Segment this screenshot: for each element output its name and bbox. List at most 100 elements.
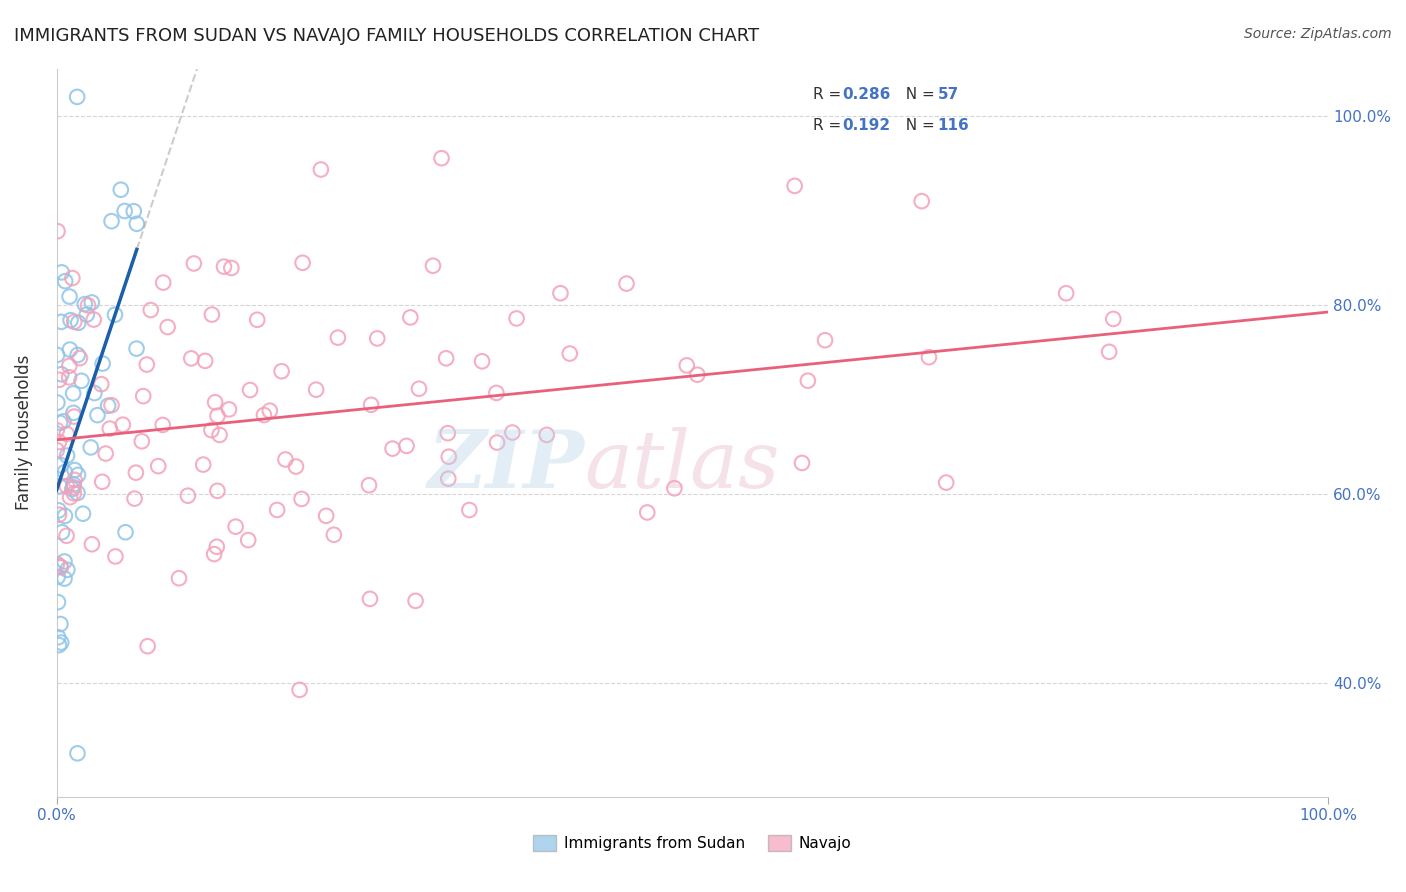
Point bbox=[180, 351, 202, 366]
Point bbox=[437, 472, 460, 486]
Point bbox=[62, 480, 84, 494]
Point bbox=[80, 295, 103, 310]
Text: 116: 116 bbox=[938, 118, 970, 133]
Point bbox=[58, 290, 80, 304]
Point bbox=[686, 368, 709, 382]
Point bbox=[62, 386, 84, 401]
Point bbox=[125, 466, 148, 480]
Text: IMMIGRANTS FROM SUDAN VS NAVAJO FAMILY HOUSEHOLDS CORRELATION CHART: IMMIGRANTS FROM SUDAN VS NAVAJO FAMILY H… bbox=[14, 27, 759, 45]
Point bbox=[63, 486, 86, 500]
Point bbox=[797, 374, 820, 388]
Point bbox=[225, 519, 247, 533]
Point bbox=[46, 595, 69, 609]
Point bbox=[205, 540, 228, 554]
Point bbox=[111, 417, 134, 432]
Text: atlas: atlas bbox=[585, 426, 780, 504]
Point bbox=[91, 475, 114, 489]
Point bbox=[434, 351, 457, 366]
Point bbox=[49, 559, 72, 574]
Point bbox=[97, 399, 120, 413]
Point bbox=[359, 591, 381, 606]
Point bbox=[51, 635, 73, 649]
Point bbox=[66, 486, 89, 500]
Point bbox=[49, 458, 72, 473]
Point bbox=[53, 465, 76, 479]
Point bbox=[259, 403, 281, 417]
Point bbox=[80, 441, 103, 455]
Y-axis label: Family Households: Family Households bbox=[15, 355, 32, 510]
Point bbox=[395, 439, 418, 453]
Point bbox=[177, 489, 200, 503]
Point bbox=[814, 333, 837, 347]
Point bbox=[67, 316, 90, 330]
Point bbox=[46, 395, 69, 409]
Point bbox=[381, 442, 404, 456]
Point bbox=[360, 398, 382, 412]
Point bbox=[60, 482, 83, 496]
Point bbox=[53, 554, 76, 568]
Point bbox=[122, 204, 145, 219]
Point bbox=[399, 310, 422, 325]
Point bbox=[270, 364, 292, 378]
Point bbox=[636, 505, 658, 519]
Point bbox=[48, 435, 70, 450]
Point bbox=[221, 260, 243, 275]
Point bbox=[125, 217, 148, 231]
Point bbox=[83, 312, 105, 326]
Point bbox=[305, 383, 328, 397]
Point bbox=[56, 479, 79, 493]
Point bbox=[505, 311, 527, 326]
Point bbox=[266, 503, 288, 517]
Point bbox=[285, 459, 308, 474]
Point bbox=[1054, 286, 1077, 301]
Point bbox=[59, 490, 82, 504]
Point bbox=[288, 682, 311, 697]
Point bbox=[131, 434, 153, 449]
Point bbox=[246, 312, 269, 326]
Point bbox=[53, 274, 76, 288]
Point bbox=[45, 443, 67, 458]
Point bbox=[136, 639, 159, 653]
Point bbox=[253, 408, 276, 422]
Point bbox=[436, 426, 458, 441]
Point bbox=[51, 265, 73, 279]
Point bbox=[76, 308, 98, 322]
Point bbox=[114, 525, 136, 540]
Point bbox=[46, 348, 69, 362]
Point bbox=[1098, 344, 1121, 359]
Point bbox=[156, 320, 179, 334]
Point bbox=[167, 571, 190, 585]
Point bbox=[200, 423, 222, 437]
Point bbox=[366, 331, 388, 345]
Point bbox=[536, 428, 558, 442]
Point bbox=[408, 382, 430, 396]
Point bbox=[675, 359, 697, 373]
Text: R =: R = bbox=[813, 87, 846, 102]
Point bbox=[45, 423, 67, 437]
Point bbox=[53, 572, 76, 586]
Point bbox=[309, 162, 332, 177]
Point bbox=[135, 358, 157, 372]
Text: R =: R = bbox=[813, 118, 846, 133]
Point bbox=[49, 416, 72, 430]
Point bbox=[51, 315, 73, 329]
Point bbox=[62, 477, 84, 491]
Point bbox=[1102, 312, 1125, 326]
Point bbox=[458, 503, 481, 517]
Point bbox=[56, 449, 79, 463]
Point bbox=[124, 491, 146, 506]
Point bbox=[218, 402, 240, 417]
Point bbox=[212, 260, 235, 274]
Point bbox=[100, 398, 122, 412]
Point bbox=[422, 259, 444, 273]
Point bbox=[918, 350, 941, 364]
Point bbox=[274, 452, 297, 467]
Point bbox=[183, 256, 205, 270]
Point bbox=[51, 368, 73, 382]
Point bbox=[501, 425, 523, 440]
Point bbox=[207, 409, 229, 423]
Point bbox=[83, 386, 105, 401]
Point bbox=[322, 528, 344, 542]
Point bbox=[239, 383, 262, 397]
Point bbox=[207, 483, 229, 498]
